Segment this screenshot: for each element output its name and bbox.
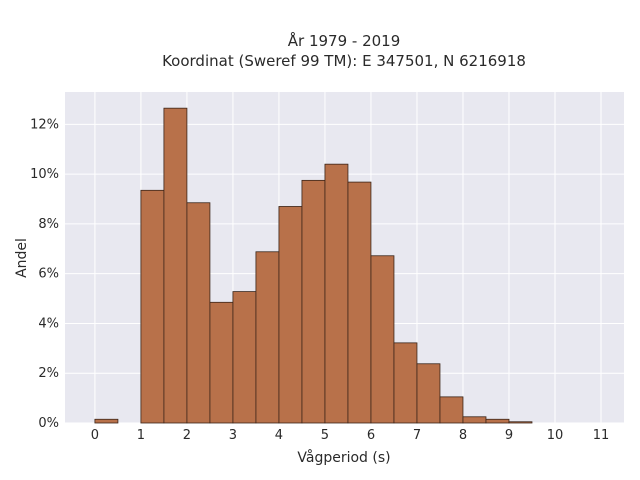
histogram-bar — [462, 416, 487, 424]
x-tick-label: 8 — [459, 428, 467, 443]
y-tick-label: 0% — [38, 416, 59, 431]
histogram-bar — [278, 206, 303, 424]
y-tick-label: 4% — [38, 316, 59, 331]
histogram-bar — [186, 202, 211, 424]
histogram-bar — [94, 418, 119, 424]
histogram-bar — [439, 396, 464, 424]
histogram-bar — [508, 421, 533, 424]
y-tick-label: 6% — [38, 267, 59, 282]
histogram-bars — [94, 107, 533, 424]
y-tick-label: 12% — [30, 117, 59, 132]
y-tick-label: 8% — [38, 217, 59, 232]
x-axis-label: Vågperiod (s) — [297, 449, 390, 466]
x-tick-label: 10 — [547, 428, 564, 443]
histogram-bar — [324, 163, 349, 424]
x-tick-label: 3 — [229, 428, 237, 443]
chart-title-line-2: Koordinat (Sweref 99 TM): E 347501, N 62… — [162, 52, 526, 70]
x-tick-label: 11 — [593, 428, 610, 443]
histogram-bar — [301, 179, 326, 424]
x-axis-ticks: 0 1 2 3 4 5 6 7 8 9 10 11 — [91, 428, 610, 443]
histogram-bar — [370, 255, 395, 424]
x-tick-label: 7 — [413, 428, 421, 443]
x-tick-label: 5 — [321, 428, 329, 443]
x-tick-label: 6 — [367, 428, 375, 443]
histogram-bar — [347, 181, 372, 424]
histogram-bar — [485, 418, 510, 424]
x-tick-label: 1 — [137, 428, 145, 443]
histogram-bar — [393, 342, 418, 424]
histogram-bar — [209, 301, 234, 424]
histogram-bar — [255, 251, 280, 424]
histogram-bar — [232, 291, 257, 424]
x-tick-label: 0 — [91, 428, 99, 443]
histogram-bar — [163, 107, 188, 424]
x-tick-label: 4 — [275, 428, 283, 443]
histogram-bar — [416, 363, 441, 424]
chart-title-line-1: År 1979 - 2019 — [288, 31, 401, 50]
y-tick-label: 10% — [30, 167, 59, 182]
histogram-bar — [140, 189, 165, 424]
y-axis-ticks: 0% 2% 4% 6% 8% 10% 12% — [30, 117, 59, 431]
y-tick-label: 2% — [38, 366, 59, 381]
x-tick-label: 2 — [183, 428, 191, 443]
x-tick-label: 9 — [505, 428, 513, 443]
y-axis-label: Andel — [14, 238, 30, 278]
